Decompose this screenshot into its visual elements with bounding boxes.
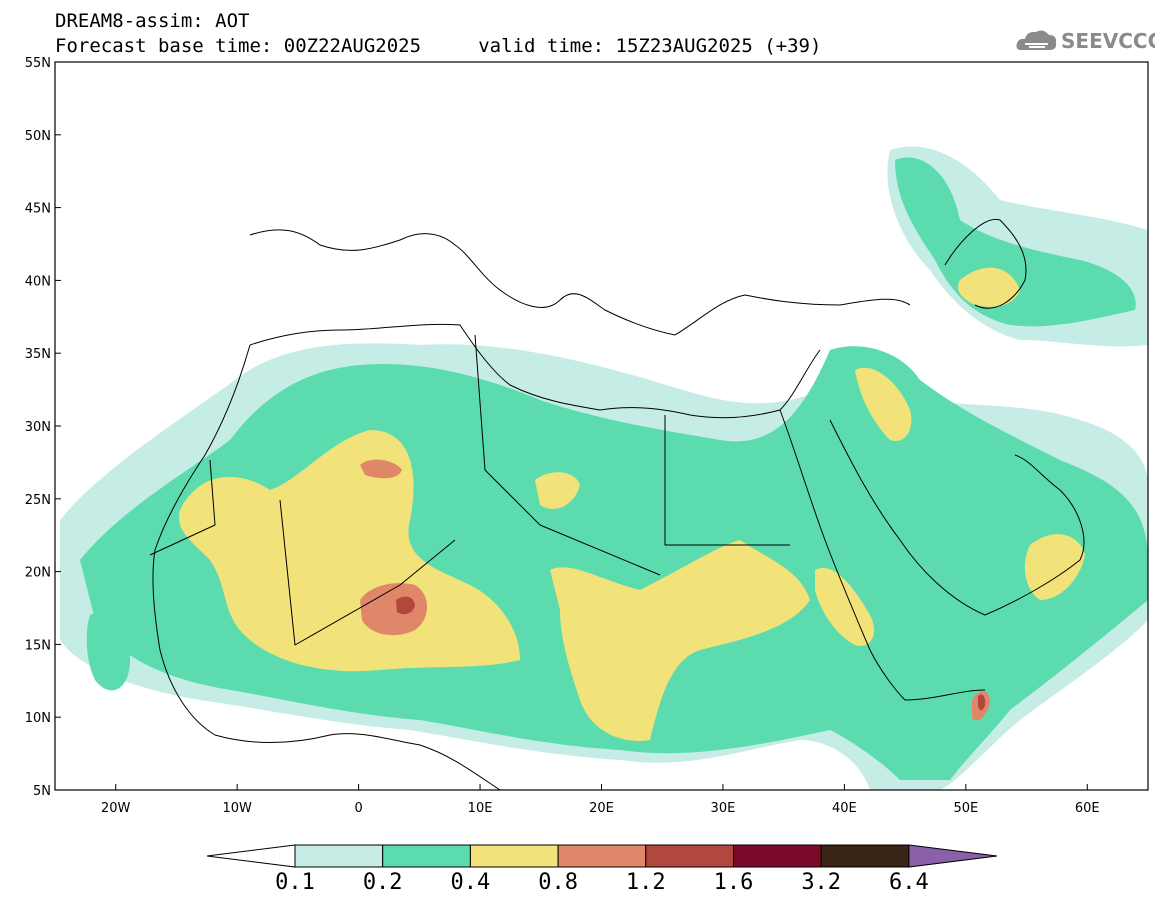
aot-contour-0.4-libya (535, 472, 580, 509)
aot-contour-0.8-mali (360, 583, 428, 636)
lon-tick-label: 50E (953, 801, 978, 816)
lat-tick-label: 55N (25, 56, 51, 71)
aot-contour-0.4-arabia (1024, 534, 1085, 600)
lat-tick-label: 50N (25, 129, 51, 144)
lat-tick-label: 30N (25, 420, 51, 435)
red-sea-coastline (779, 409, 986, 701)
lat-tick-label: 40N (25, 274, 51, 289)
colorbar-label: 6.4 (889, 870, 929, 895)
lon-tick-label: 10W (222, 801, 252, 816)
aot-contour-1.2-mali (396, 596, 415, 615)
caspian-coastline (944, 218, 1027, 309)
europe-coastline (249, 229, 911, 336)
latitude-ticks: 55N 50N 45N 40N 35N 30N 25N 20N 15N 10N 5N (25, 56, 61, 799)
aot-contour-0.4-chad-sudan (550, 540, 810, 741)
aot-contour-0.4-westsahara (179, 430, 520, 672)
colorbar-cell (733, 844, 822, 868)
colorbar-label: 0.4 (450, 870, 491, 895)
colorbar-label: 1.2 (625, 870, 666, 895)
lon-tick-label: 10E (468, 801, 493, 816)
logo-text: SEEVCCC (1061, 29, 1155, 53)
lat-tick-label: 45N (25, 202, 51, 217)
cloud-logo-icon (1016, 30, 1057, 50)
colorbar-cell (820, 844, 910, 868)
lon-tick-label: 20W (101, 801, 131, 816)
lat-tick-label: 35N (25, 347, 51, 362)
aot-contour-0.4-iraq (855, 367, 912, 441)
aot-contour-0.4-caspian (958, 267, 1020, 307)
colorbar-cell (645, 844, 734, 868)
lon-tick-label: 20E (589, 801, 614, 816)
colorbar-label: 0.1 (275, 870, 315, 895)
lat-tick-label: 15N (25, 638, 51, 653)
border-mali (279, 499, 456, 646)
lon-tick-label: 60E (1075, 801, 1100, 816)
lat-tick-label: 5N (33, 784, 51, 799)
seevccc-logo: SEEVCCC (1016, 29, 1155, 53)
title-line-2: Forecast base time: 00Z22AUG2025 valid t… (55, 35, 822, 57)
north-africa-coastline (249, 323, 821, 419)
colorbar-label: 1.6 (713, 870, 754, 895)
colorbar-label: 0.2 (362, 870, 403, 895)
border-egypt-sudan (664, 415, 790, 546)
aot-contour-0.2-caspian (895, 157, 1136, 327)
west-africa-coastline (152, 344, 501, 791)
aot-map: 55N 50N 45N 40N 35N 30N 25N 20N 15N 10N 5N 20W 10W 0… (25, 56, 1149, 816)
aot-contour-0.2-westafrica (86, 612, 130, 691)
colorbar-label: 3.2 (801, 870, 842, 895)
border-algeria-libya (474, 334, 661, 576)
aot-contour-1.2-somalia (978, 694, 986, 711)
colorbar-upper-triangle (908, 844, 997, 868)
longitude-ticks: 20W 10W 0 10E 20E 30E 40E 50E 60E (101, 784, 1100, 816)
aot-contour-0.4-redsea (815, 568, 875, 646)
colorbar-label: 0.8 (538, 870, 578, 895)
lat-tick-label: 20N (25, 566, 51, 581)
aot-contour-0.8-algeria (360, 459, 402, 479)
colorbar-cell (382, 844, 471, 868)
colorbar-cell (557, 844, 647, 868)
lon-tick-label: 0 (354, 801, 362, 816)
lon-tick-label: 40E (832, 801, 857, 816)
coastlines-borders (149, 218, 1085, 791)
arabia-coastline (829, 419, 1085, 616)
lat-tick-label: 10N (25, 711, 51, 726)
title-line-1: DREAM8-assim: AOT (55, 10, 250, 32)
colorbar-cell (294, 844, 384, 868)
colorbar-cell (469, 844, 559, 868)
colorbar (206, 844, 997, 868)
colorbar-lower-triangle (206, 844, 296, 868)
aot-field (60, 146, 1149, 790)
lat-tick-label: 25N (25, 493, 51, 508)
border-mauritania (149, 459, 216, 556)
lon-tick-label: 30E (711, 801, 736, 816)
